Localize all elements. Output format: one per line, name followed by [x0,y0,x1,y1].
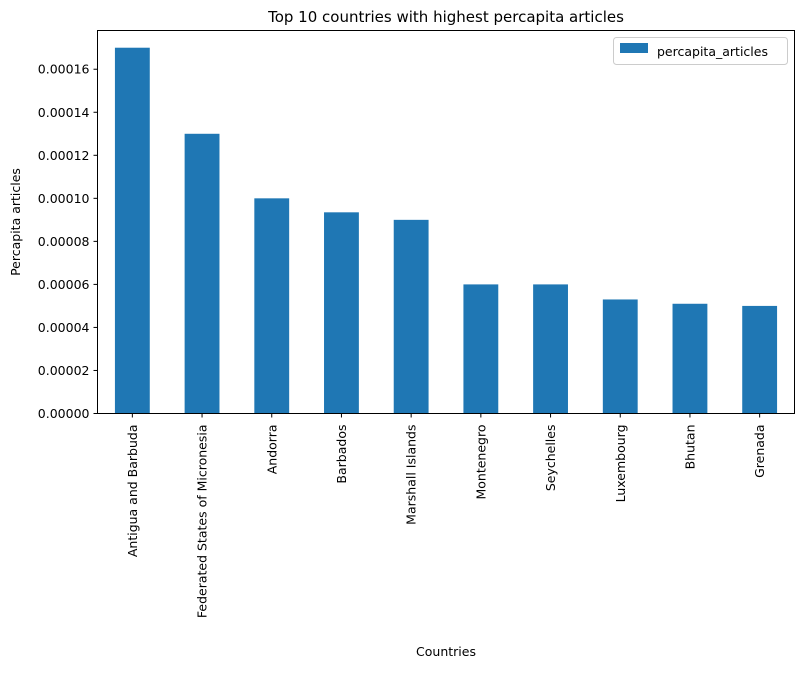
plot-frame [97,30,795,414]
bar-5 [463,284,499,414]
y-tick-label: 0.00016 [38,62,90,77]
x-tick-label: Grenada [752,425,767,478]
y-tick-label: 0.00006 [38,277,90,292]
y-axis-label: Percapita articles [8,168,23,276]
legend: percapita_articles [613,37,788,65]
x-tick-label: Barbados [334,425,349,484]
bar-6 [533,284,568,414]
bar-1 [184,133,220,414]
bar-0 [114,47,150,414]
x-tick-label: Luxembourg [613,425,628,503]
legend-label: percapita_articles [657,44,768,59]
y-tick-label: 0.00002 [38,363,90,378]
y-tick-label: 0.00004 [38,320,90,335]
x-tick-label: Federated States of Micronesia [195,425,210,619]
bar-2 [254,198,290,414]
y-tick-label: 0.00010 [38,191,90,206]
bar-9 [742,305,778,414]
bar-7 [602,299,638,414]
bar-3 [324,212,359,414]
legend-swatch [620,43,648,53]
bar-8 [672,303,708,414]
chart-title: Top 10 countries with highest percapita … [267,8,624,26]
y-axis-ticks: 0.00000 0.00002 0.00004 0.00006 0.00008 0.000… [38,62,98,421]
x-axis-ticks: Antigua and Barbuda Federated States of M… [125,413,767,619]
y-tick-label: 0.00000 [38,406,90,421]
x-tick-label: Bhutan [682,425,697,470]
bar-4 [393,219,429,414]
y-tick-label: 0.00012 [38,148,90,163]
legend-box [613,37,788,65]
y-tick-label: 0.00014 [38,105,90,120]
x-tick-label: Antigua and Barbuda [125,425,140,558]
x-tick-label: Seychelles [543,425,558,492]
x-tick-label: Andorra [264,425,279,475]
x-tick-label: Marshall Islands [404,425,419,525]
y-tick-label: 0.00008 [38,234,90,249]
x-axis-label: Countries [416,644,476,659]
x-tick-label: Montenegro [473,425,488,500]
bars-group [114,47,778,414]
